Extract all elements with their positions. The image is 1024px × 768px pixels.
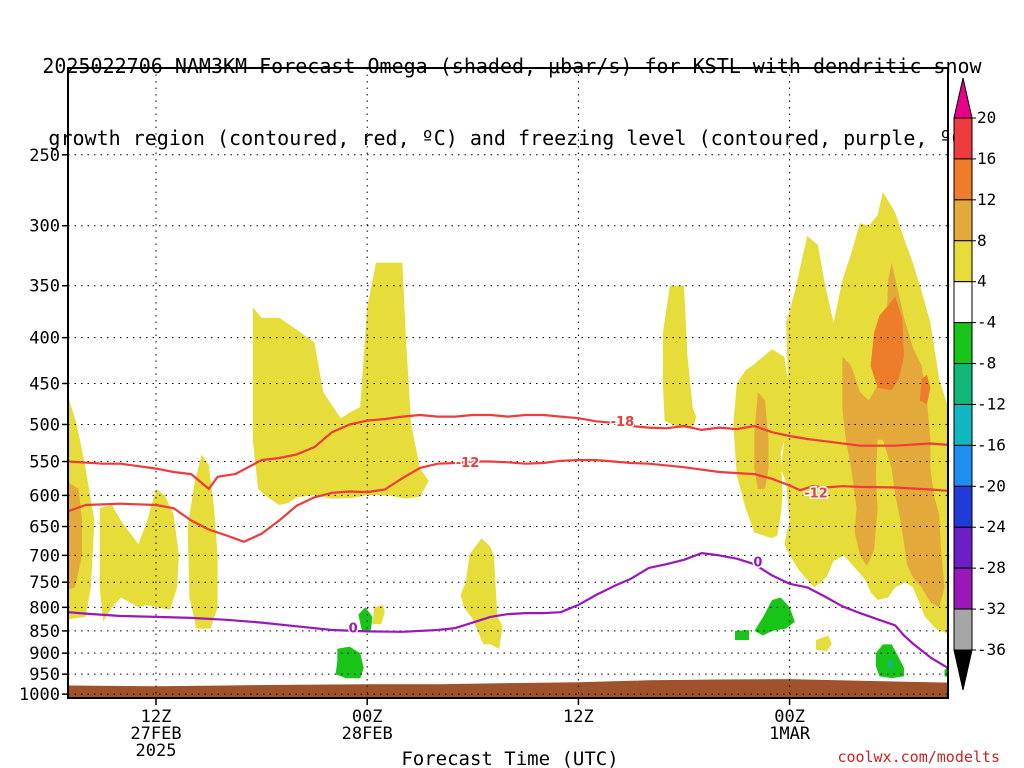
- colorbar-swatch-10: [953, 526, 973, 569]
- colorbar-swatch-5: [953, 322, 973, 365]
- contour-label-freezing-4: 0: [753, 556, 762, 571]
- colorbar-swatch-6: [953, 363, 973, 405]
- colorbar-label-1: 16: [977, 149, 996, 168]
- contour-dgz_bottom: [68, 459, 948, 543]
- y-tick-label-950: 950: [29, 665, 60, 685]
- colorbar-label-11: -28: [977, 558, 1006, 577]
- credit-text: coolwx.com/modelts: [837, 748, 1000, 766]
- y-tick-label-500: 500: [29, 415, 60, 435]
- contour-label-freezing-3: 0: [349, 622, 358, 637]
- chart-title-line1: 2025022706 NAM3KM Forecast Omega (shaded…: [42, 54, 982, 78]
- y-axis: 2503003504004505005506006507007508008509…: [19, 146, 68, 705]
- colorbar-label-9: -20: [977, 476, 1006, 495]
- omega-shade-_8_12-0: [888, 659, 894, 668]
- y-tick-label-450: 450: [29, 374, 60, 394]
- colorbar-label-7: -12: [977, 394, 1006, 413]
- omega-shade-_4_8-0: [358, 607, 373, 631]
- colorbar-label-3: 8: [977, 231, 987, 250]
- colorbar-swatch-3: [953, 240, 973, 283]
- contour-dgz_top: [68, 413, 948, 490]
- colorbar-label-13: -36: [977, 640, 1006, 659]
- x-tick-label-12-2: 2025: [136, 741, 177, 761]
- terrain-surface: [68, 679, 948, 698]
- chart-title: 2025022706 NAM3KM Forecast Omega (shaded…: [0, 6, 1024, 174]
- colorbar-swatch-4: [953, 281, 973, 324]
- colorbar-swatch-2: [953, 199, 973, 242]
- omega-shade-8_12-2: [842, 262, 945, 608]
- colorbar-swatch-1: [953, 158, 973, 201]
- colorbar-swatch-8: [953, 444, 973, 487]
- x-tick-label-24-1: 28FEB: [342, 724, 393, 744]
- colorbar-label-4: 4: [977, 272, 987, 291]
- x-tick-label-48-1: 1MAR: [769, 724, 811, 744]
- colorbar-swatch-9: [953, 485, 973, 528]
- omega-shade-12_16-1: [919, 374, 931, 405]
- omega-shade-8_12-1: [754, 392, 769, 489]
- omega-shade-12_16-0: [870, 296, 904, 391]
- colorbar-label-6: -8: [977, 354, 996, 373]
- colorbar-label-2: 12: [977, 190, 996, 209]
- x-axis-label: Forecast Time (UTC): [401, 748, 618, 768]
- x-tick-label-12-0: 12Z: [141, 707, 172, 727]
- colorbar-label-10: -24: [977, 517, 1006, 536]
- contour-label-dgz_bottom-1: -12: [456, 456, 480, 471]
- omega-shade-_4_8-2: [735, 630, 750, 640]
- omega-shade-_4_8-1: [335, 646, 364, 679]
- y-tick-label-600: 600: [29, 486, 60, 506]
- terrain-layer: [68, 679, 948, 698]
- y-tick-label-650: 650: [29, 518, 60, 538]
- colorbar-swatch-12: [953, 608, 973, 651]
- y-tick-label-750: 750: [29, 573, 60, 593]
- colorbar-swatch-11: [953, 567, 973, 610]
- contour-freezing: [68, 551, 948, 670]
- y-tick-label-850: 850: [29, 622, 60, 642]
- omega-shade-_4_8-3: [754, 597, 795, 636]
- x-tick-label-48-0: 00Z: [774, 707, 805, 727]
- contour-label-dgz_bottom-2: -12: [804, 486, 828, 501]
- y-tick-label-800: 800: [29, 598, 60, 618]
- chart-title-line2: growth region (contoured, red, ºC) and f…: [48, 126, 976, 150]
- colorbar-swatch-7: [953, 403, 973, 446]
- x-tick-label-36-0: 12Z: [563, 707, 594, 727]
- contour-layer: [68, 413, 948, 670]
- y-tick-label-350: 350: [29, 277, 60, 297]
- omega-shading-layer: [68, 191, 948, 679]
- omega-shade-4_8-12: [816, 635, 832, 651]
- y-tick-label-700: 700: [29, 546, 60, 566]
- omega-shade-4_8-3: [252, 262, 429, 505]
- y-tick-label-300: 300: [29, 217, 60, 237]
- colorbar-top-arrow: [953, 77, 973, 119]
- y-tick-label-400: 400: [29, 329, 60, 349]
- colorbar-label-0: 20: [977, 108, 996, 127]
- omega-shade-4_8-2: [187, 454, 218, 629]
- colorbar-label-8: -16: [977, 435, 1006, 454]
- y-tick-label-900: 900: [29, 644, 60, 664]
- colorbar: 20 16 12 8 4 -4 -8 -12 -16 -20 -24 -28 -32 -36: [953, 77, 1006, 691]
- colorbar-bottom-arrow: [953, 649, 973, 691]
- y-tick-label-1000: 1000: [19, 685, 60, 705]
- omega-shade-4_8-5: [460, 538, 503, 649]
- omega-shade-4_8-1: [99, 488, 179, 622]
- contour-label-dgz_top-0: -18: [611, 415, 635, 430]
- colorbar-swatch-0: [953, 117, 973, 160]
- colorbar-label-12: -32: [977, 599, 1006, 618]
- y-tick-label-550: 550: [29, 453, 60, 473]
- y-tick-label-250: 250: [29, 146, 60, 166]
- x-tick-label-12-1: 27FEB: [130, 724, 181, 744]
- omega-shade-4_8-6: [662, 285, 697, 429]
- x-tick-label-24-0: 00Z: [352, 707, 383, 727]
- omega-shade-4_8-4: [372, 604, 385, 624]
- colorbar-label-5: -4: [977, 313, 996, 332]
- grid-layer: [68, 68, 948, 698]
